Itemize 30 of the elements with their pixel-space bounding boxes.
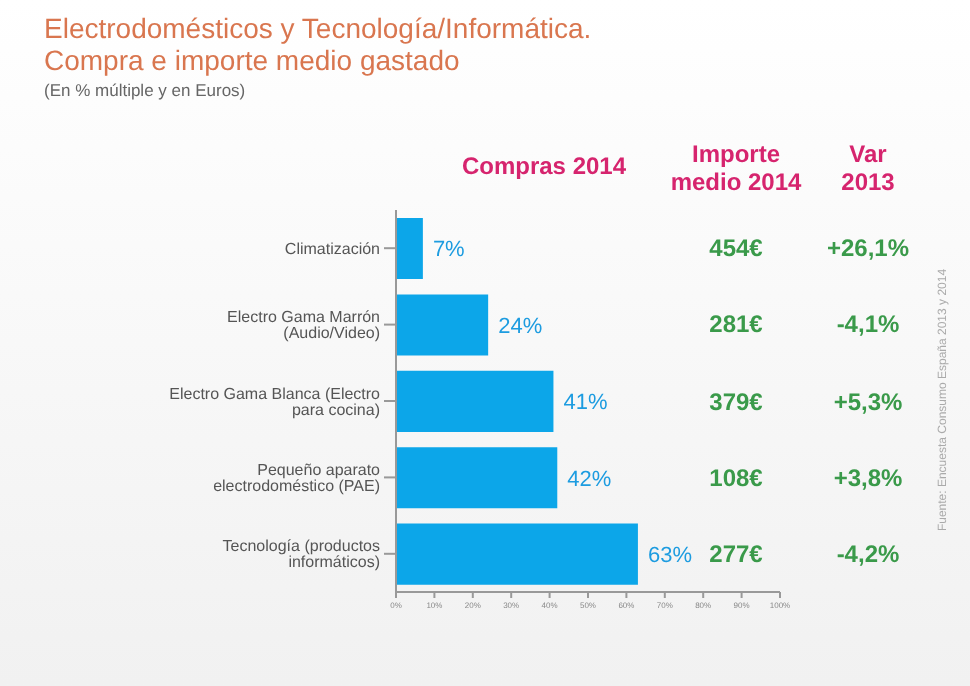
y-tick-label: Electro Gama Marrón (Audio/Video) xyxy=(227,308,381,343)
chart-title: Electrodomésticos y Tecnología/Informática. Compra e importe medio gastado xyxy=(44,12,592,76)
annotation: 379€ xyxy=(707,385,765,417)
annotation: 281€ xyxy=(707,308,765,341)
data-label: 42% xyxy=(567,467,612,492)
text: Var 2013 xyxy=(839,140,897,196)
y-tick-label: Electro Gama Blanca (Electro para cocina) xyxy=(169,384,382,419)
bar xyxy=(396,447,558,509)
annotation: 277€ xyxy=(709,539,763,568)
text: +5,3% xyxy=(833,387,903,415)
y-tick-label: Climatización xyxy=(284,239,380,258)
y-tick-label: Pequeño aparato electrodoméstico (PAE) xyxy=(213,461,382,496)
bar xyxy=(396,523,638,585)
data-label: 24% xyxy=(498,314,543,339)
y-tick-label: Tecnología (productos informáticos) xyxy=(222,537,381,572)
bar xyxy=(396,218,423,280)
annotation: 108€ xyxy=(707,461,765,494)
text: Importe medio 2014 xyxy=(668,140,804,196)
text: Compras 2014 xyxy=(461,152,627,180)
data-label: 41% xyxy=(563,391,608,416)
data-label: 63% xyxy=(647,543,693,568)
annotation: 454€ xyxy=(707,232,765,265)
text: +26,1% xyxy=(824,232,912,265)
text: +3,8% xyxy=(833,463,903,492)
data-label: 7% xyxy=(432,238,466,263)
text: (En % múltiple y en Euros) xyxy=(44,80,246,100)
bar xyxy=(396,370,554,432)
bar xyxy=(396,294,489,356)
text: -4,2% xyxy=(834,537,902,570)
text: -4,1% xyxy=(836,310,900,339)
